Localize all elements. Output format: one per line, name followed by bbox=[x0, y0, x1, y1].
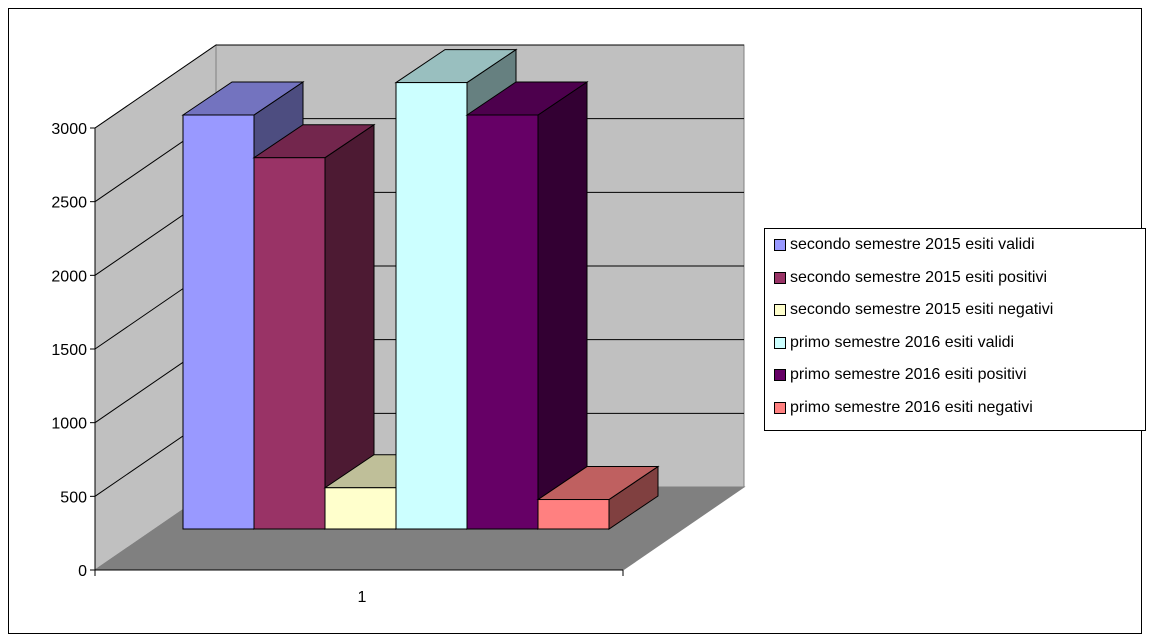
gridline-3000 bbox=[94, 44, 744, 129]
y-tick-label-1000: 1000 bbox=[51, 416, 87, 433]
legend-label: secondo semestre 2015 esiti positivi bbox=[790, 268, 1048, 286]
legend-swatch bbox=[774, 239, 786, 251]
bar-5-front bbox=[466, 114, 539, 530]
legend-label: primo semestre 2016 esiti validi bbox=[790, 333, 1015, 351]
bar-6-front bbox=[537, 499, 610, 530]
legend-item: primo semestre 2016 esiti positivi bbox=[765, 363, 1027, 387]
legend: secondo semestre 2015 esiti validi second… bbox=[764, 228, 1146, 431]
legend-label: secondo semestre 2015 esiti negativi bbox=[790, 301, 1054, 318]
legend-item: secondo semestre 2015 esiti negativi bbox=[765, 298, 1053, 322]
y-tick-label-2000: 2000 bbox=[51, 268, 87, 285]
legend-swatch bbox=[774, 336, 786, 349]
y-tick-label-0: 0 bbox=[78, 563, 87, 580]
legend-label: primo semestre 2016 esiti positivi bbox=[790, 366, 1027, 383]
legend-swatch bbox=[774, 401, 786, 414]
bar-4-front bbox=[395, 82, 468, 530]
legend-item: primo semestre 2016 esiti validi bbox=[765, 331, 1014, 355]
y-tick-label-500: 500 bbox=[60, 489, 87, 506]
x-tick-label-1: 1 bbox=[358, 589, 367, 606]
y-tick-label-2500: 2500 bbox=[51, 195, 87, 212]
bar-3-front bbox=[324, 487, 397, 530]
legend-label: secondo semestre 2015 esiti validi bbox=[790, 236, 1035, 253]
legend-item: primo semestre 2016 esiti negativi bbox=[765, 396, 1033, 420]
y-tick-label-1500: 1500 bbox=[51, 342, 87, 359]
legend-label: primo semestre 2016 esiti negativi bbox=[790, 398, 1033, 416]
legend-swatch bbox=[774, 271, 786, 284]
legend-swatch bbox=[774, 304, 786, 316]
bar-2-front bbox=[253, 157, 326, 530]
bar-1-front bbox=[182, 114, 255, 530]
legend-item: secondo semestre 2015 esiti positivi bbox=[765, 266, 1047, 290]
y-tick-label-3000: 3000 bbox=[51, 121, 87, 138]
legend-item: secondo semestre 2015 esiti validi bbox=[765, 233, 1035, 257]
bar-5-side bbox=[537, 81, 588, 530]
legend-swatch bbox=[774, 369, 786, 381]
